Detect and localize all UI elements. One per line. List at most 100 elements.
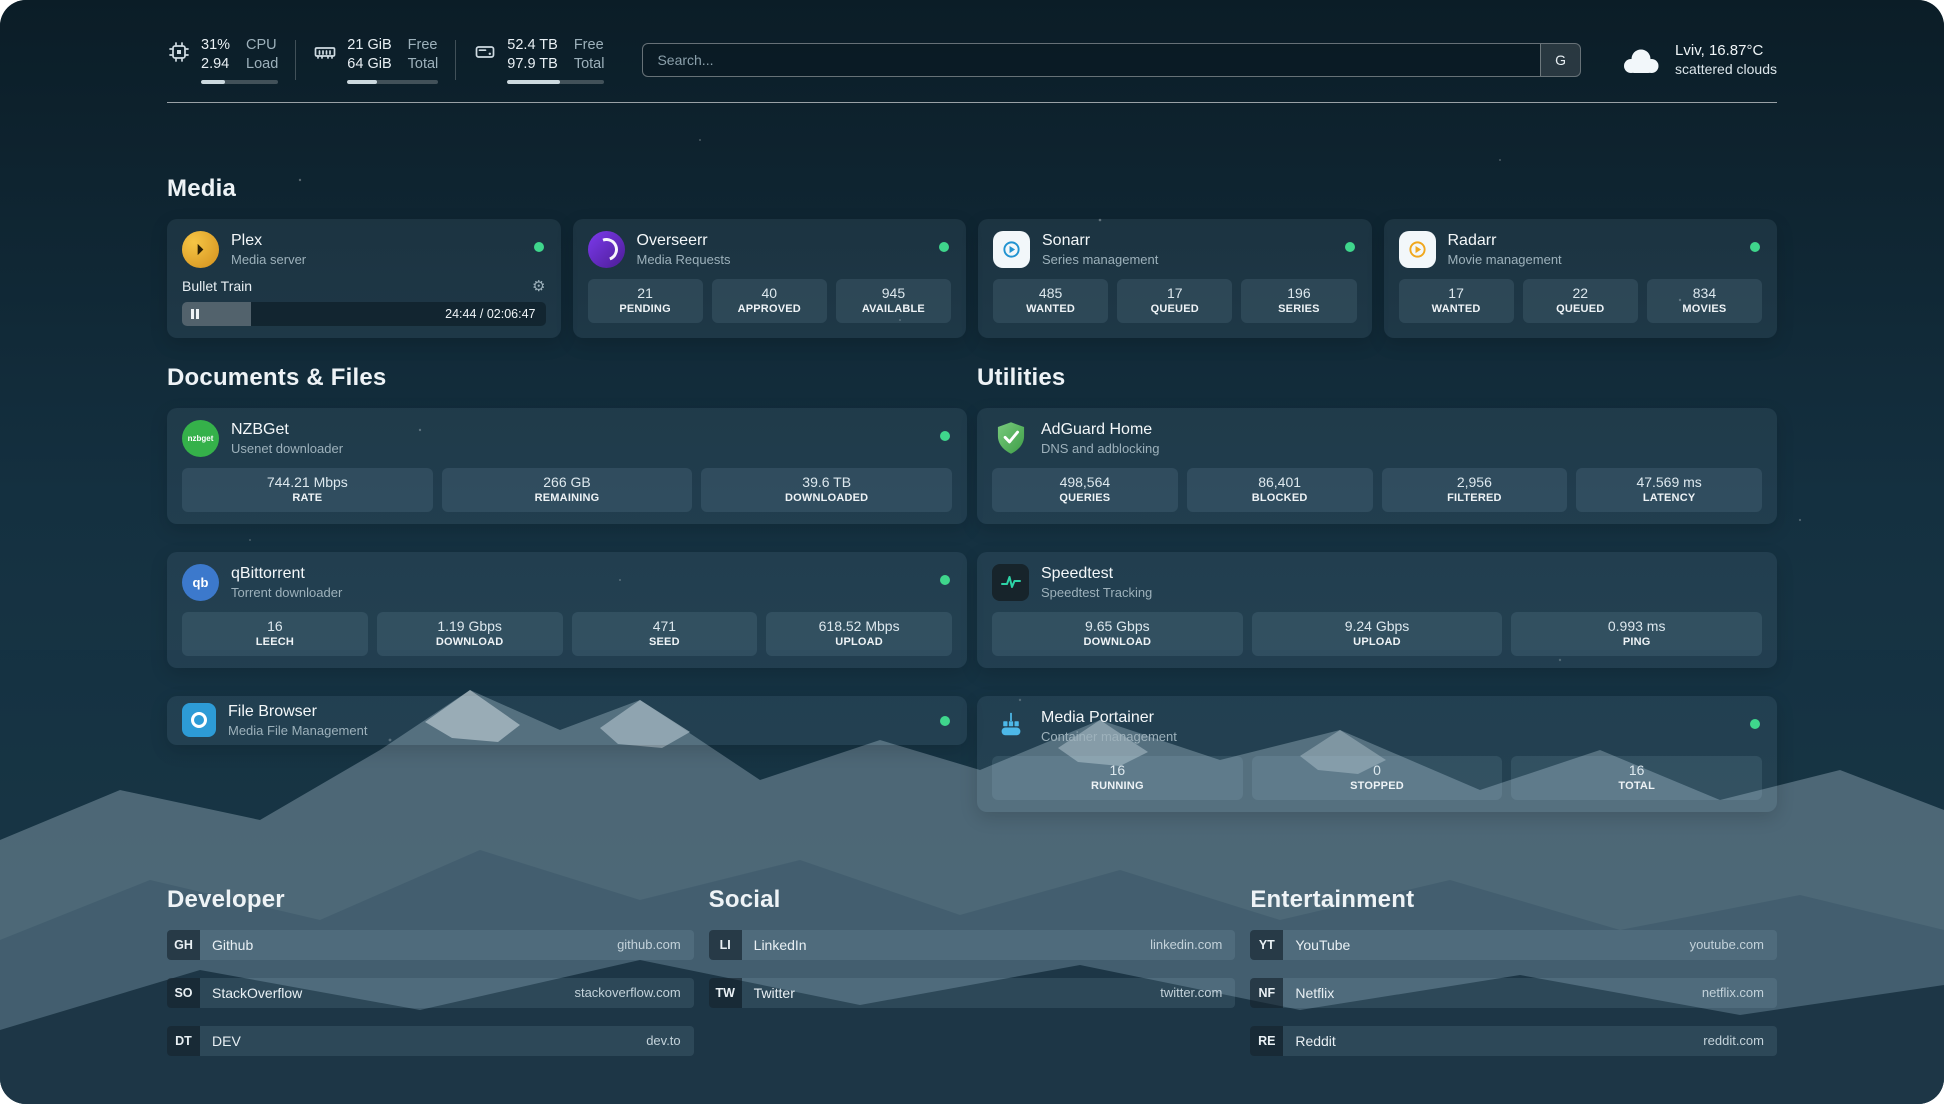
service-title: AdGuard Home	[1041, 420, 1153, 438]
stat-blocked: 86,401 BLOCKED	[1186, 467, 1373, 512]
section-utilities: Utilities AdGuard	[977, 364, 1777, 812]
service-title: NZBGet	[231, 420, 289, 438]
service-title: Plex	[231, 231, 263, 249]
section-heading-media: Media	[167, 174, 237, 202]
cloud-icon	[1624, 49, 1659, 73]
card-radarr[interactable]: Radarr Movie management 17 WANTED 22 QUE…	[1383, 218, 1777, 338]
cpu-icon	[169, 42, 189, 62]
section-social: Social LI LinkedIn linkedin.com TW Twitt…	[708, 885, 1236, 1056]
card-overseerr[interactable]: Overseerr Media Requests 21 PENDING 40 A…	[572, 218, 966, 338]
bookmark-name: Twitter	[753, 984, 795, 1001]
stat-downloaded: 39.6 TB DOWNLOADED	[701, 467, 953, 512]
stat-download: 9.65 Gbps DOWNLOAD	[992, 611, 1243, 656]
bookmark-name: YouTube	[1295, 936, 1351, 953]
stat-upload: 9.24 Gbps UPLOAD	[1251, 611, 1503, 656]
search-input[interactable]	[643, 51, 1541, 68]
stat-filtered: 2,956 FILTERED	[1381, 467, 1568, 512]
card-adguard[interactable]: AdGuard Home DNS and adblocking 498,564 …	[977, 407, 1777, 524]
memory-label-bottom: Total	[407, 55, 439, 72]
pause-icon[interactable]	[191, 308, 199, 319]
section-developer: Developer GH Github github.com SO StackO…	[167, 886, 694, 1056]
bookmark-abbr: GH	[167, 929, 200, 960]
bookmark-abbr: RE	[1250, 1025, 1284, 1056]
stat-series: 196 SERIES	[1241, 278, 1357, 323]
bookmark-dev[interactable]: DT DEV dev.to	[167, 1025, 694, 1056]
header-divider	[295, 39, 297, 80]
memory-free: 21 GiB	[347, 37, 392, 53]
service-subtitle: Media File Management	[228, 722, 368, 738]
disk-label-bottom: Total	[573, 55, 605, 72]
card-nzbget[interactable]: nzbget NZBGet Usenet downloader 744.21 M…	[167, 407, 967, 524]
stat-queued: 22 QUEUED	[1522, 278, 1638, 323]
stat-rate: 744.21 Mbps RATE	[182, 467, 433, 512]
stat-stopped: 0 STOPPED	[1251, 755, 1503, 800]
status-dot	[1344, 241, 1355, 252]
memory-usage-bar	[347, 79, 439, 84]
bookmark-domain: netflix.com	[1701, 985, 1764, 1001]
card-speedtest[interactable]: Speedtest Speedtest Tracking 9.65 Gbps D…	[977, 551, 1777, 668]
cpu-usage-bar	[201, 79, 279, 84]
memory-icon	[314, 47, 336, 59]
cpu-load: 2.94	[201, 55, 230, 72]
card-plex[interactable]: Plex Media server Bullet Train ⚙ 24:44 /…	[167, 218, 561, 338]
service-subtitle: Media Requests	[636, 251, 731, 267]
service-subtitle: Speedtest Tracking	[1041, 584, 1153, 600]
search-bar: G	[642, 42, 1582, 77]
stat-upload: 618.52 Mbps UPLOAD	[766, 611, 952, 656]
memory-label-top: Free	[407, 37, 438, 53]
service-subtitle: DNS and adblocking	[1041, 440, 1160, 456]
section-entertainment: Entertainment YT YouTube youtube.com NF …	[1250, 886, 1777, 1056]
bookmark-domain: dev.to	[646, 1033, 681, 1049]
card-sonarr[interactable]: Sonarr Series management 485 WANTED 17 Q…	[978, 218, 1372, 338]
playback-progress-bar[interactable]: 24:44 / 02:06:47	[182, 301, 546, 326]
service-title: File Browser	[228, 702, 317, 720]
bookmark-linkedin[interactable]: LI LinkedIn linkedin.com	[708, 929, 1236, 960]
section-documents: Documents & Files nzbget NZBGet Usenet d…	[167, 364, 967, 812]
bookmark-abbr: SO	[167, 977, 200, 1008]
memory-total: 64 GiB	[347, 55, 392, 72]
section-heading-developer: Developer	[167, 885, 285, 913]
service-subtitle: Movie management	[1447, 251, 1562, 267]
bookmark-name: Reddit	[1295, 1032, 1336, 1049]
bookmark-name: DEV	[212, 1032, 241, 1049]
stat-queries: 498,564 QUERIES	[992, 467, 1178, 512]
status-dot	[533, 241, 544, 252]
bookmark-abbr: YT	[1250, 929, 1284, 960]
bookmark-domain: stackoverflow.com	[574, 985, 681, 1001]
weather-condition: scattered clouds	[1675, 61, 1777, 78]
bookmark-youtube[interactable]: YT YouTube youtube.com	[1250, 929, 1777, 960]
stat-remaining: 266 GB REMAINING	[441, 467, 693, 512]
bookmark-netflix[interactable]: NF Netflix netflix.com	[1250, 977, 1777, 1008]
card-filebrowser[interactable]: File Browser Media File Management	[167, 695, 967, 745]
card-qbittorrent[interactable]: qb qBittorrent Torrent downloader 16 LEE…	[167, 551, 967, 668]
stat-wanted: 17 WANTED	[1398, 278, 1514, 323]
bookmark-name: Github	[212, 936, 254, 953]
stat-approved: 40 APPROVED	[711, 278, 827, 323]
weather-location: Lviv, 16.87°C	[1675, 42, 1764, 60]
header-divider	[455, 39, 457, 80]
nzbget-icon: nzbget	[182, 419, 219, 457]
stat-running: 16 RUNNING	[992, 755, 1243, 800]
adguard-icon	[992, 420, 1029, 457]
qbittorrent-icon: qb	[182, 563, 219, 601]
stat-latency: 47.569 ms LATENCY	[1576, 467, 1762, 512]
section-media: Media Plex Media server	[167, 175, 1777, 338]
bookmark-stackoverflow[interactable]: SO StackOverflow stackoverflow.com	[167, 977, 694, 1008]
bookmark-reddit[interactable]: RE Reddit reddit.com	[1250, 1025, 1777, 1056]
bookmark-github[interactable]: GH Github github.com	[167, 929, 694, 960]
service-subtitle: Media server	[231, 251, 307, 267]
status-dot	[940, 715, 950, 726]
bookmark-domain: twitter.com	[1160, 985, 1223, 1001]
overseerr-icon	[587, 230, 625, 268]
card-portainer[interactable]: Media Portainer Container management 16 …	[977, 695, 1777, 812]
gear-icon[interactable]: ⚙	[532, 277, 546, 295]
service-title: Overseerr	[636, 231, 708, 249]
section-heading-documents: Documents & Files	[167, 363, 387, 391]
search-engine-button[interactable]: G	[1540, 43, 1581, 76]
stat-ping: 0.993 ms PING	[1511, 611, 1763, 656]
bookmark-twitter[interactable]: TW Twitter twitter.com	[708, 977, 1236, 1008]
section-heading-social: Social	[708, 885, 781, 913]
status-dot	[940, 430, 950, 441]
weather-widget: Lviv, 16.87°C scattered clouds	[1619, 42, 1777, 77]
